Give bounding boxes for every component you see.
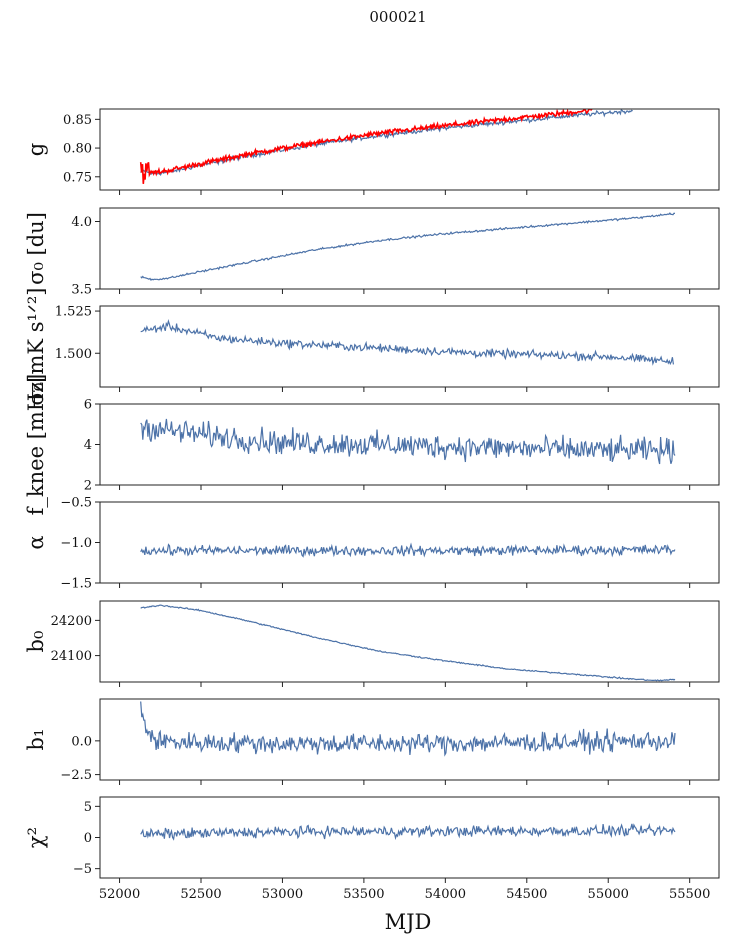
y-axis-label-sigma0_du: σ₀ [du]: [24, 212, 48, 285]
x-tick-label: 53000: [262, 887, 303, 902]
y-tick-label-b0: 24100: [51, 649, 92, 664]
x-tick-label: 55000: [588, 887, 629, 902]
axes-frame-alpha: [99, 501, 720, 584]
series-alpha-0: [140, 542, 676, 558]
y-tick-label-chi2: −5: [73, 862, 92, 877]
x-tick-label: 53500: [343, 887, 384, 902]
x-tick-label: 52500: [180, 887, 221, 902]
y-tick-label-fknee: 6: [84, 398, 92, 413]
series-chi2-0: [140, 822, 676, 841]
panel-b1: −2.5 0.0 b₁: [24, 698, 720, 785]
y-tick-label-sigma0_mKs: 1.500: [55, 347, 92, 362]
series-sigma0_du-0: [140, 212, 676, 282]
panel-sigma0_du: 3.5 4.0 σ₀ [du]: [24, 207, 720, 298]
y-axis-label-b0: b₀: [24, 631, 48, 653]
series-g-1: [139, 109, 593, 184]
series-g-0: [140, 109, 633, 176]
series-b0-0: [140, 604, 676, 682]
y-tick-label-alpha: −1.0: [60, 536, 92, 551]
axes-frame-sigma0_mKs: [99, 305, 720, 388]
y-axis-label-chi2: χ²: [24, 827, 48, 848]
axes-frame-g: [99, 108, 720, 191]
y-tick-label-b1: −2.5: [60, 768, 92, 783]
y-tick-label-fknee: 2: [84, 479, 92, 494]
axes-frame-sigma0_du: [99, 207, 720, 290]
series-fknee-0: [140, 418, 676, 465]
panels: 0.75 0.80 0.85 g 3.5 4.0 σ₀ [du] 1.500 1.525 σ₀[m…: [24, 108, 720, 902]
x-axis-label: MJD: [385, 910, 432, 934]
y-tick-label-sigma0_mKs: 1.525: [55, 305, 92, 320]
y-axis-label-b1: b₁: [24, 729, 48, 751]
y-tick-label-b1: 0.0: [71, 734, 92, 749]
figure-title: 000021: [369, 8, 426, 26]
y-tick-label-alpha: −0.5: [60, 496, 92, 511]
y-tick-label-sigma0_du: 3.5: [71, 283, 92, 298]
y-tick-label-g: 0.85: [63, 113, 92, 128]
y-tick-label-alpha: −1.5: [60, 577, 92, 592]
y-tick-label-fknee: 4: [84, 438, 92, 453]
y-axis-label-g: g: [24, 143, 48, 156]
panel-g: 0.75 0.80 0.85 g: [24, 108, 720, 195]
panel-chi2: −5 0 5 52000 52500 53000 53500 54000 54500 55000 5…: [24, 796, 720, 902]
axes-frame-b0: [99, 600, 720, 683]
x-tick-label: 54500: [506, 887, 547, 902]
axes-frame-b1: [99, 698, 720, 781]
x-tick-label: 55500: [669, 887, 710, 902]
y-tick-label-b0: 24200: [51, 614, 92, 629]
y-tick-label-g: 0.75: [63, 170, 92, 185]
panel-sigma0_mKs: 1.500 1.525 σ₀[mK s¹ᐟ²]: [24, 288, 720, 406]
series-b1-0: [140, 701, 676, 757]
y-axis-label-sigma0_mKs: σ₀[mK s¹ᐟ²]: [24, 288, 48, 406]
y-axis-label-fknee: f_knee [mHz]: [24, 374, 48, 516]
y-tick-label-chi2: 5: [84, 800, 92, 815]
panel-alpha: −1.5 −1.0 −0.5 α: [24, 496, 720, 592]
y-tick-label-g: 0.80: [63, 142, 92, 157]
x-tick-label: 54000: [425, 887, 466, 902]
y-tick-label-chi2: 0: [84, 831, 92, 846]
y-axis-label-alpha: α: [24, 535, 48, 549]
panel-fknee: 2 4 6 f_knee [mHz]: [24, 374, 720, 516]
y-tick-label-sigma0_du: 4.0: [71, 215, 92, 230]
series-sigma0_mKs-0: [140, 319, 674, 366]
axes-frame-chi2: [99, 796, 720, 879]
x-tick-label: 52000: [99, 887, 140, 902]
